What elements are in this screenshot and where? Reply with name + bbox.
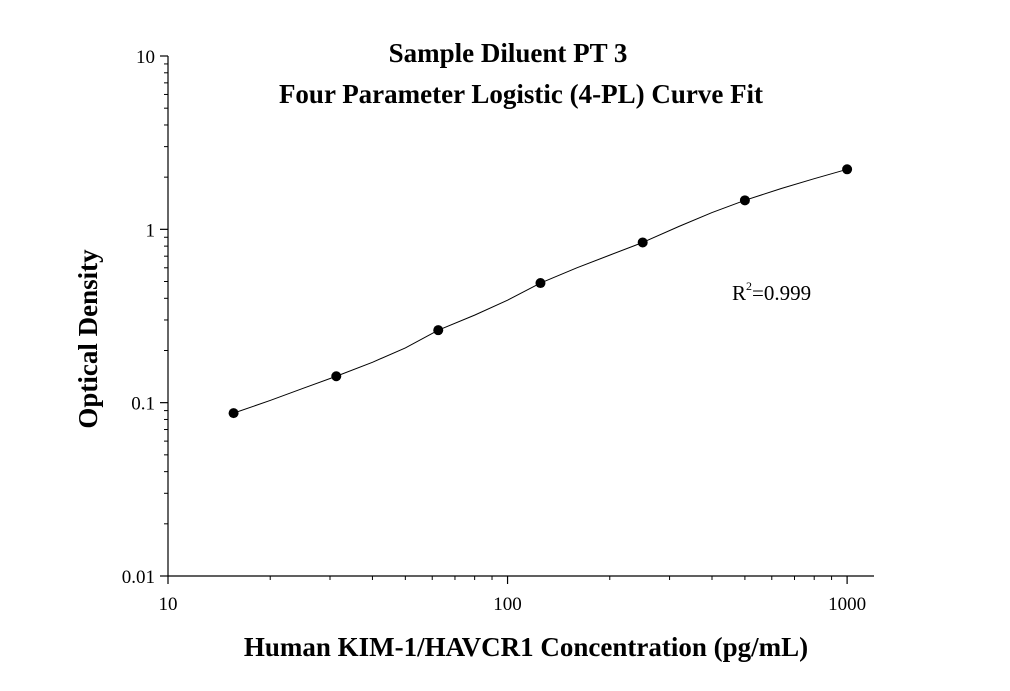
chart-title-line-2: Four Parameter Logistic (4-PL) Curve Fit <box>279 79 763 109</box>
data-point <box>535 278 546 289</box>
x-tick-label: 1000 <box>828 594 866 615</box>
x-axis-title: Human KIM-1/HAVCR1 Concentration (pg/mL) <box>244 632 808 662</box>
plot-axes <box>167 56 874 577</box>
data-point <box>228 408 239 419</box>
data-point <box>637 237 648 248</box>
data-point <box>842 164 853 175</box>
y-tick-label: 0.01 <box>122 567 155 588</box>
x-tick-label: 10 <box>159 594 178 615</box>
r-squared-base: R <box>732 281 746 305</box>
r-squared-value: =0.999 <box>752 281 811 305</box>
data-points <box>228 164 853 419</box>
r-squared-superscript: 2 <box>746 279 752 293</box>
y-axis-title: Optical Density <box>73 249 103 429</box>
chart-title-line-1: Sample Diluent PT 3 <box>389 38 628 68</box>
y-tick-label: 10 <box>136 47 155 68</box>
y-tick-label: 0.1 <box>131 394 155 415</box>
chart-title: Sample Diluent PT 3 Four Parameter Logis… <box>279 38 763 109</box>
x-tick-label: 100 <box>493 594 522 615</box>
y-tick-label: 1 <box>146 220 156 241</box>
y-axis-ticks: 0.01 0.1 1 10 <box>122 47 168 588</box>
data-point <box>433 325 444 336</box>
data-point <box>739 195 750 206</box>
x-axis-ticks: 10 100 1000 <box>159 576 866 615</box>
data-point <box>331 371 342 382</box>
r-squared-annotation: R2=0.999 <box>732 279 811 305</box>
